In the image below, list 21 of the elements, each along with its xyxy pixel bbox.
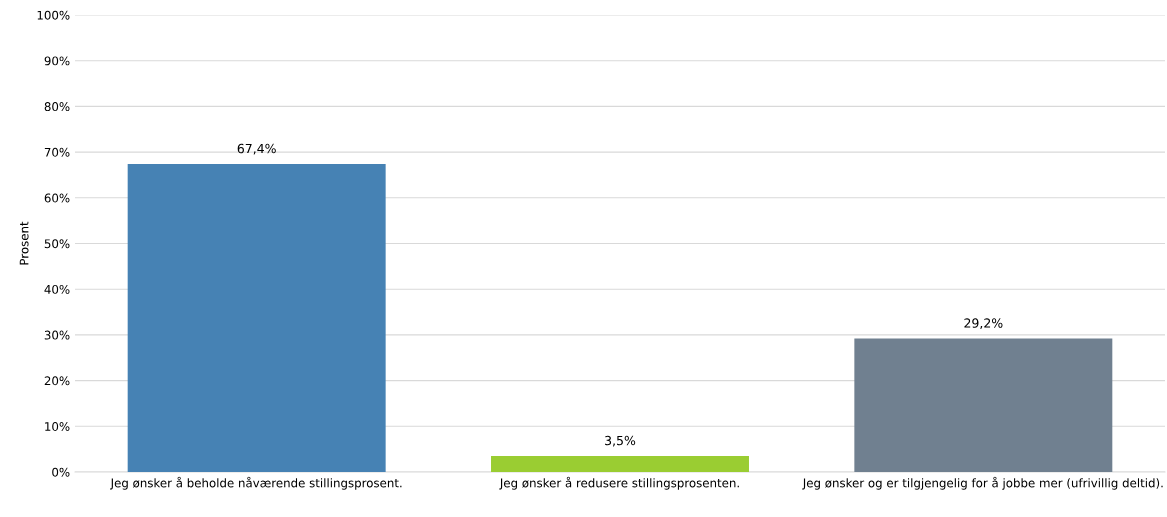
y-tick-label: 90%	[44, 56, 70, 66]
data-label: 3,5%	[605, 435, 636, 447]
y-tick-label: 50%	[44, 239, 70, 249]
bar	[491, 456, 749, 472]
y-tick-label: 30%	[44, 330, 70, 340]
x-tick-label: Jeg ønsker å redusere stillingsprosenten.	[499, 476, 739, 490]
y-tick-label: 60%	[44, 193, 70, 203]
data-label: 67,4%	[237, 143, 276, 155]
bar	[854, 338, 1113, 472]
y-tick-label: 0%	[52, 467, 70, 477]
y-tick-label: 10%	[45, 422, 70, 431]
x-tick-label: Jeg ønsker å beholde nåværende stillingsprosent.	[110, 476, 402, 490]
data-label: 29,2%	[964, 318, 1003, 330]
x-tick-label: Jeg ønsker og er tilgjengelig for å jobbe mer (ufrivillig deltid).	[802, 476, 1163, 490]
y-tick-label: 20%	[44, 376, 70, 386]
y-tick-label: 80%	[44, 102, 70, 112]
bar	[127, 163, 386, 472]
y-axis-title: Prosent	[19, 221, 29, 265]
y-tick-label: 100%	[37, 10, 70, 20]
y-tick-label: 40%	[44, 284, 70, 294]
y-tick-label: 70%	[44, 147, 70, 157]
